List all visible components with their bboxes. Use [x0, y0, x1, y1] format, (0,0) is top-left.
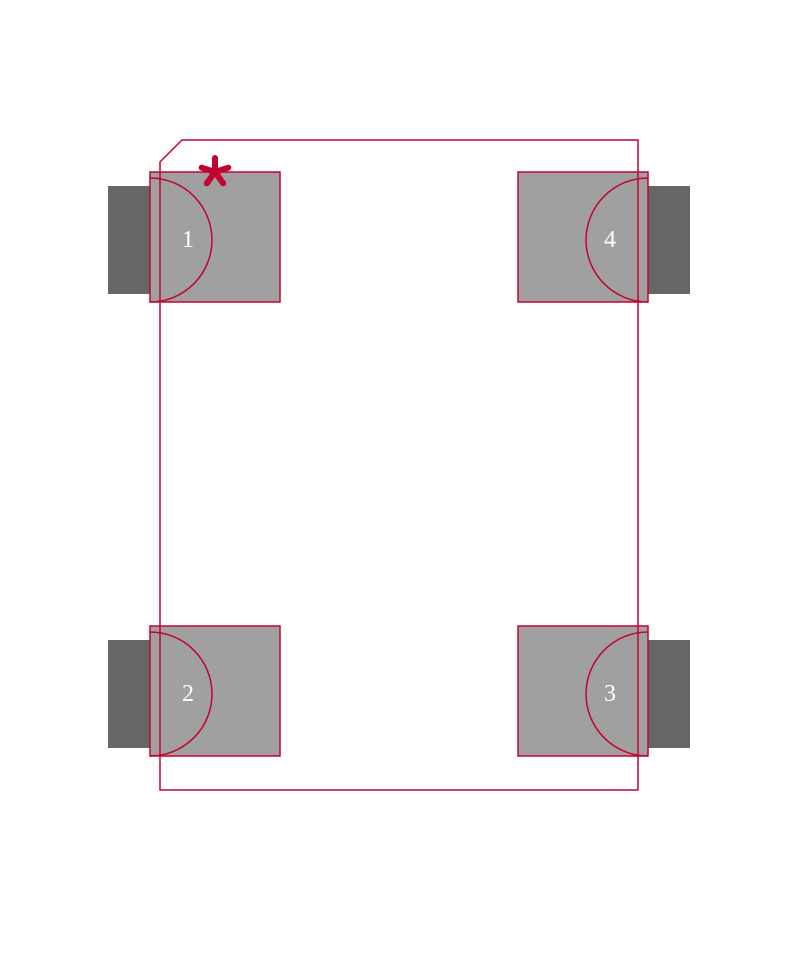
- pin-label-3: 3: [604, 681, 616, 707]
- pad-2: [108, 626, 280, 756]
- component-footprint-diagram: 1 2 3 4: [0, 0, 800, 965]
- pin-label-4: 4: [604, 227, 616, 253]
- pin-label-1: 1: [182, 227, 194, 253]
- pad-1: [108, 172, 280, 302]
- pin-label-2: 2: [182, 681, 194, 707]
